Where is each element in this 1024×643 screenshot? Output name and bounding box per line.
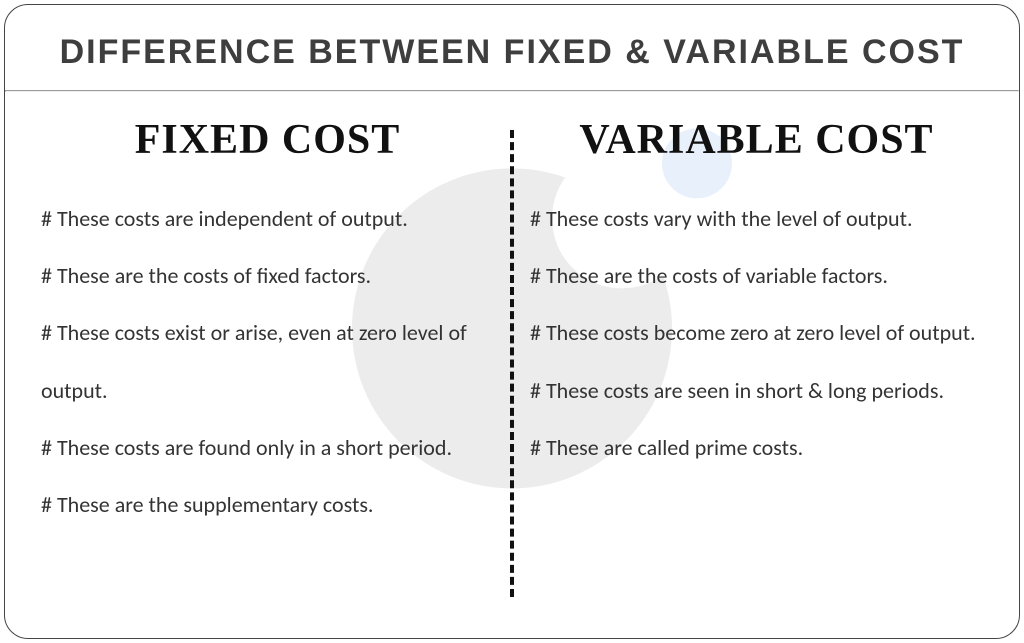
point-text: These are called prime costs. (546, 434, 803, 461)
point-text: These are the supplementary costs. (57, 491, 374, 518)
comparison-card: DIFFERENCE BETWEEN FIXED & VARIABLE COST… (4, 4, 1020, 639)
list-item: # These are the supplementary costs. (41, 476, 494, 533)
point-text: These costs vary with the level of outpu… (546, 205, 913, 232)
columns-container: FIXED COST # These costs are independent… (5, 92, 1019, 625)
bullet-prefix: # (41, 262, 57, 289)
bullet-prefix: # (41, 319, 57, 346)
list-item: # These costs become zero at zero level … (530, 304, 983, 361)
point-text: These are the costs of variable factors. (546, 262, 888, 289)
left-heading: FIXED COST (35, 116, 500, 164)
right-points-list: # These costs vary with the level of out… (524, 190, 989, 476)
point-text: These costs are found only in a short pe… (57, 434, 452, 461)
list-item: # These costs exist or arise, even at ze… (41, 304, 494, 418)
left-points-list: # These costs are independent of output.… (35, 190, 500, 533)
point-text: These costs become zero at zero level of… (546, 319, 976, 346)
bullet-prefix: # (530, 377, 546, 404)
list-item: # These costs are found only in a short … (41, 419, 494, 476)
bullet-prefix: # (530, 319, 546, 346)
list-item: # These are the costs of variable factor… (530, 247, 983, 304)
point-text: These costs are independent of output. (57, 205, 408, 232)
page-title: DIFFERENCE BETWEEN FIXED & VARIABLE COST (5, 5, 1019, 90)
list-item: # These costs vary with the level of out… (530, 190, 983, 247)
list-item: # These are called prime costs. (530, 419, 983, 476)
point-text: These are the costs of fixed factors. (57, 262, 371, 289)
right-heading: VARIABLE COST (524, 116, 989, 164)
list-item: # These costs are seen in short & long p… (530, 362, 983, 419)
bullet-prefix: # (530, 262, 546, 289)
list-item: # These are the costs of fixed factors. (41, 247, 494, 304)
point-text: These costs exist or arise, even at zero… (41, 319, 467, 403)
bullet-prefix: # (41, 434, 57, 461)
bullet-prefix: # (41, 205, 57, 232)
left-column: FIXED COST # These costs are independent… (25, 102, 510, 605)
list-item: # These costs are independent of output. (41, 190, 494, 247)
bullet-prefix: # (530, 205, 546, 232)
bullet-prefix: # (530, 434, 546, 461)
right-column: VARIABLE COST # These costs vary with th… (514, 102, 999, 605)
point-text: These costs are seen in short & long per… (546, 377, 944, 404)
bullet-prefix: # (41, 491, 57, 518)
